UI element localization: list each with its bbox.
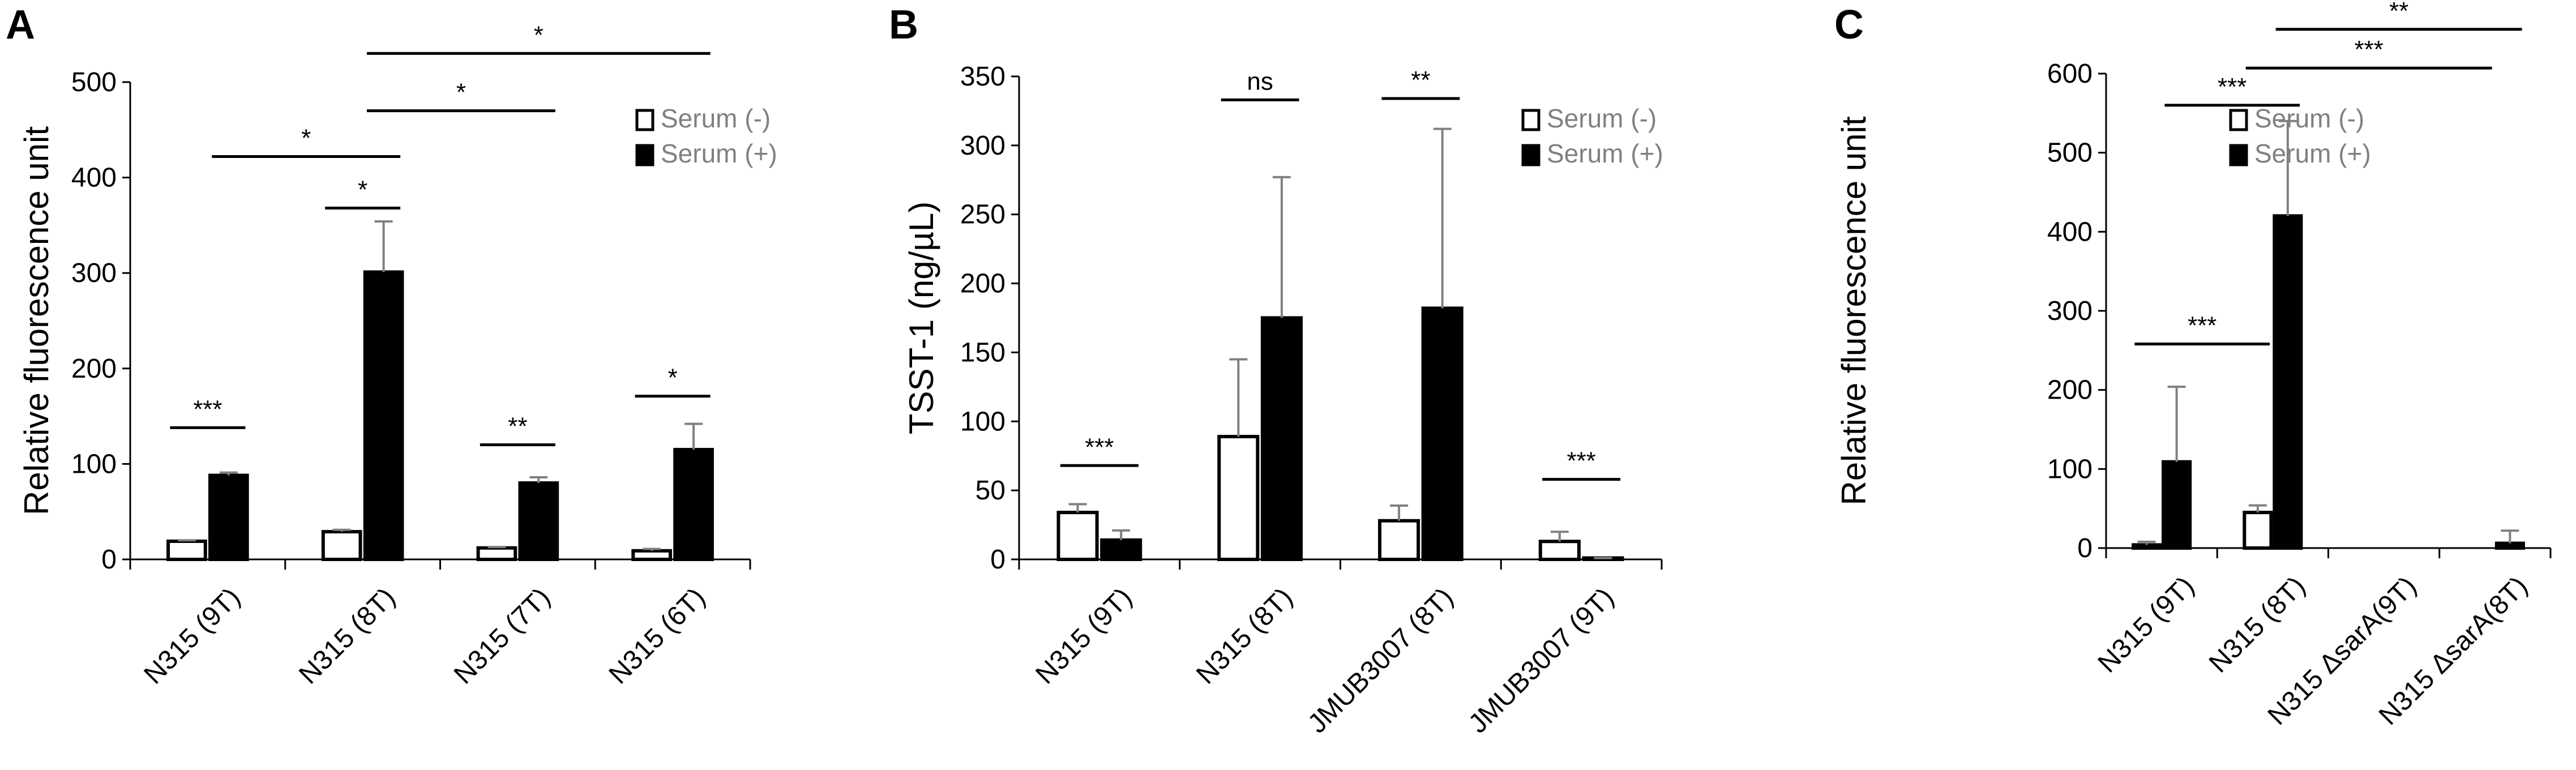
y-axis-label: Relative fluorescence unit <box>18 126 55 515</box>
x-tick-label: N315 (6T) <box>604 582 711 690</box>
significance-label: *** <box>1567 447 1595 475</box>
x-tick-label: N315 (8T) <box>1191 582 1298 690</box>
y-tick-label: 150 <box>960 337 1005 367</box>
bar <box>476 546 517 562</box>
bar <box>2494 541 2525 550</box>
significance-label: ns <box>1247 67 1273 95</box>
bar <box>2162 460 2192 550</box>
bar <box>1538 540 1581 561</box>
significance-label: *** <box>2218 73 2246 101</box>
y-tick-label: 0 <box>2077 533 2093 563</box>
bar <box>166 539 207 562</box>
significance-label: *** <box>2188 312 2216 340</box>
x-tick-label: JMUB3007 (9T) <box>1463 582 1620 739</box>
significance-label: *** <box>1085 433 1114 461</box>
bar <box>2132 543 2162 550</box>
legend-swatch <box>1521 144 1541 166</box>
bar <box>1421 306 1464 561</box>
legend-swatch <box>635 109 654 131</box>
bar <box>2273 214 2303 550</box>
y-tick-label: 300 <box>71 258 117 288</box>
bar <box>1260 316 1303 561</box>
y-tick-label: 0 <box>990 545 1005 575</box>
bar <box>321 530 362 562</box>
y-tick-label: 0 <box>101 545 117 575</box>
y-tick-label: 200 <box>71 354 117 384</box>
y-tick-label: 500 <box>71 67 117 97</box>
y-tick-label: 250 <box>960 200 1005 230</box>
y-tick-label: 600 <box>2047 59 2093 89</box>
y-tick-label: 300 <box>2047 296 2093 326</box>
bar <box>673 448 714 561</box>
panel-letter: A <box>6 2 35 48</box>
y-tick-label: 200 <box>2047 375 2093 405</box>
x-tick-label: N315 (8T) <box>293 582 401 690</box>
x-tick-label: N315 (9T) <box>2093 571 2200 678</box>
significance-label: ** <box>1411 66 1430 94</box>
y-tick-label: 100 <box>960 407 1005 437</box>
x-tick-label: N315 (9T) <box>138 582 246 690</box>
y-tick-label: 100 <box>2047 454 2093 484</box>
significance-label: ** <box>508 413 527 440</box>
panel-letter: C <box>1834 2 1864 48</box>
y-tick-label: 350 <box>960 62 1005 92</box>
legend-label: Serum (-) <box>1547 104 1657 133</box>
significance-label: * <box>358 176 367 204</box>
significance-label: *** <box>193 395 222 423</box>
y-tick-label: 50 <box>975 476 1005 506</box>
bar <box>631 549 673 561</box>
legend-label: Serum (+) <box>1547 139 1663 168</box>
legend-label: Serum (-) <box>661 104 771 133</box>
y-tick-label: 500 <box>2047 138 2093 168</box>
legend-swatch <box>1521 109 1541 131</box>
panel-letter: B <box>889 2 918 48</box>
x-tick-label: JMUB3007 (8T) <box>1302 582 1459 739</box>
legend-label: Serum (+) <box>2254 139 2371 168</box>
significance-label: *** <box>2354 36 2383 63</box>
x-tick-label: N315 (9T) <box>1030 582 1137 690</box>
legend-label: Serum (+) <box>661 139 777 168</box>
bar <box>1056 511 1099 561</box>
significance-label: * <box>301 125 311 152</box>
x-tick-label: N315 (8T) <box>2203 571 2311 678</box>
bar <box>208 473 249 562</box>
bar <box>1100 538 1142 562</box>
bar <box>1217 435 1260 562</box>
significance-label: ** <box>2389 0 2408 25</box>
legend-swatch <box>2229 144 2248 166</box>
y-tick-label: 400 <box>71 163 117 193</box>
legend-label: Serum (-) <box>2254 104 2364 133</box>
x-tick-label: N315 (7T) <box>448 582 556 690</box>
significance-label: * <box>456 79 466 106</box>
legend-swatch <box>635 144 654 166</box>
y-tick-label: 200 <box>960 269 1005 299</box>
y-tick-label: 300 <box>960 131 1005 161</box>
bar <box>1378 519 1420 562</box>
y-tick-label: 400 <box>2047 217 2093 247</box>
y-tick-label: 100 <box>71 449 117 479</box>
bar <box>2243 511 2273 550</box>
legend-swatch <box>2229 109 2248 131</box>
significance-label: * <box>534 21 544 49</box>
bar <box>363 270 404 561</box>
y-axis-label: Relative fluorescence unit <box>1835 116 1873 505</box>
bar <box>518 481 559 561</box>
significance-label: * <box>668 364 678 392</box>
y-axis-label: TSST-1 (ng/µL) <box>902 202 940 434</box>
